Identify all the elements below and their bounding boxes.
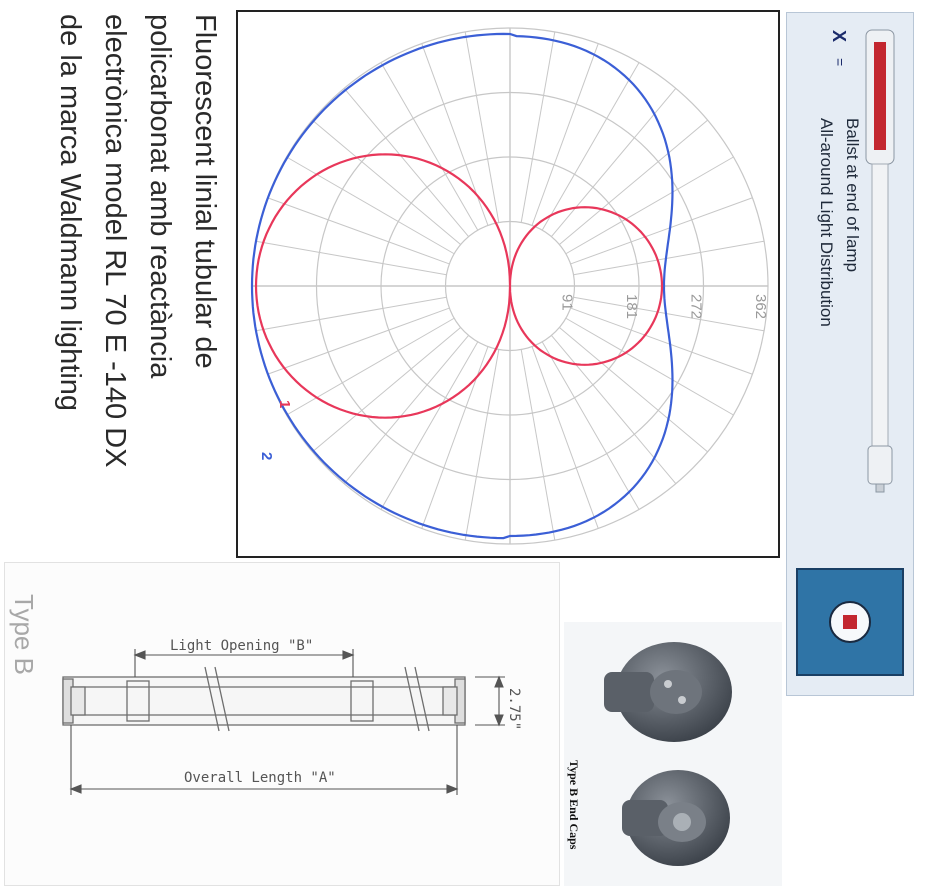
ring-label: 91 — [559, 294, 576, 311]
caption: Fluorescent linial tubular de policarbon… — [30, 14, 221, 614]
overall-length-label: Overall Length "A" — [184, 770, 336, 786]
legend-x-symbol: X — [829, 30, 849, 43]
ring-label: 272 — [688, 294, 705, 319]
caption-line-4: de la marca Waldmann lighting — [54, 14, 86, 412]
end-caps-caption: Type B End Caps — [567, 760, 581, 850]
legend-equals: = — [832, 58, 848, 67]
end-cap-2 — [622, 770, 730, 866]
ring-label: 362 — [752, 294, 769, 319]
lamp-icon — [865, 29, 895, 493]
light-source-icon — [829, 601, 871, 643]
legend-line-2: All-around Light Distribution — [817, 118, 836, 327]
caption-line-1: Fluorescent linial tubular de — [189, 14, 221, 369]
caption-line-2: policarbonat amb reactància — [144, 14, 176, 379]
end-cap-image — [604, 642, 732, 866]
ring-labels: 91 181 272 362 — [559, 294, 770, 319]
curve-label-2: 2 — [258, 452, 275, 460]
ring-label: 181 — [623, 294, 640, 319]
lamp-drawing-svg — [62, 649, 505, 795]
type-label: Type B — [9, 594, 39, 675]
distribution-curve-1 — [254, 153, 664, 419]
curve-label-1: 1 — [276, 400, 293, 408]
distribution-curve-2 — [250, 32, 674, 540]
polar-diagram: 91 181 272 362 1 2 — [236, 10, 780, 558]
technical-drawing — [4, 562, 560, 886]
caption-line-3: electrònica model RL 70 E -140 DX — [99, 14, 131, 468]
polar-svg: 91 181 272 362 1 2 — [250, 27, 770, 545]
light-opening-label: Light Opening "B" — [170, 638, 314, 654]
end-caps-photo — [564, 622, 782, 886]
polar-grid — [251, 27, 769, 545]
legend-line-1: Ballst at end of lamp — [843, 118, 862, 273]
end-cap-1 — [604, 642, 732, 742]
diameter-label: 2.75" — [506, 688, 522, 731]
light-symbol-box — [796, 568, 904, 676]
